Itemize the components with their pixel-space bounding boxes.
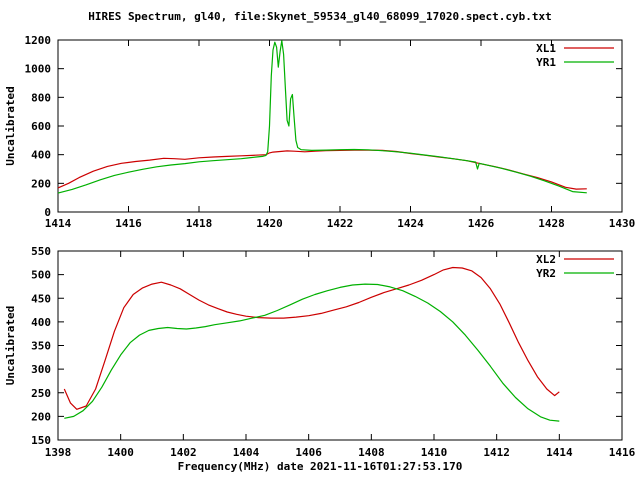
x-tick-label: 1408 (358, 446, 385, 459)
series-line-XL2 (63, 266, 560, 410)
x-tick-label: 1428 (538, 217, 565, 230)
y-tick-label: 1000 (25, 63, 52, 76)
y-axis-label: Uncalibrated (4, 86, 17, 165)
legend-label: XL1 (536, 42, 556, 55)
y-tick-label: 0 (44, 206, 51, 219)
x-tick-label: 1426 (468, 217, 495, 230)
chart-title: HIRES Spectrum, gl40, file:Skynet_59534_… (88, 10, 552, 23)
x-tick-label: 1404 (233, 446, 260, 459)
x-tick-label: 1414 (45, 217, 72, 230)
legend-entry-XL2: XL2 (536, 253, 614, 266)
x-tick-label: 1414 (546, 446, 573, 459)
x-tick-label: 1430 (609, 217, 636, 230)
series-line-YR1 (57, 40, 587, 194)
y-tick-label: 550 (31, 245, 51, 258)
x-tick-label: 1412 (483, 446, 510, 459)
x-tick-label: 1400 (107, 446, 134, 459)
x-tick-label: 1416 (609, 446, 636, 459)
x-tick-label: 1410 (421, 446, 448, 459)
legend-entry-YR1: YR1 (536, 56, 614, 69)
y-tick-label: 800 (31, 91, 51, 104)
legend-label: YR1 (536, 56, 556, 69)
y-tick-label: 200 (31, 410, 51, 423)
y-tick-label: 1200 (25, 34, 52, 47)
bottom-chart: 1398 1400 1402 1404 1406 1408 1410 1412 1414 1416… (4, 245, 636, 459)
y-tick-label: 600 (31, 120, 51, 133)
legend-label: YR2 (536, 267, 556, 280)
y-tick-label: 300 (31, 363, 51, 376)
x-tick-label: 1406 (295, 446, 322, 459)
x-tick-label: 1398 (45, 446, 72, 459)
series-line-YR2 (64, 283, 560, 422)
y-tick-label: 400 (31, 316, 51, 329)
x-tick-label: 1416 (115, 217, 142, 230)
legend-label: XL2 (536, 253, 556, 266)
y-tick-label: 350 (31, 340, 51, 353)
x-axis-label: Frequency(MHz) date 2021-11-16T01:27:53.… (177, 460, 463, 473)
y-tick-label: 400 (31, 149, 51, 162)
y-tick-label: 500 (31, 269, 51, 282)
legend-entry-YR2: YR2 (536, 267, 614, 280)
y-tick-label: 150 (31, 434, 51, 447)
x-tick-label: 1422 (327, 217, 354, 230)
x-tick-label: 1402 (170, 446, 197, 459)
y-axis-label: Uncalibrated (4, 306, 17, 385)
y-tick-label: 250 (31, 387, 51, 400)
x-tick-label: 1418 (186, 217, 213, 230)
top-chart: 1414 1416 1418 1420 1422 1424 1426 1428 1430 0 200… (4, 34, 635, 230)
x-tick-label: 1420 (256, 217, 283, 230)
y-tick-label: 200 (31, 177, 51, 190)
legend-entry-XL1: XL1 (536, 42, 614, 55)
y-tick-label: 450 (31, 292, 51, 305)
x-tick-label: 1424 (397, 217, 424, 230)
